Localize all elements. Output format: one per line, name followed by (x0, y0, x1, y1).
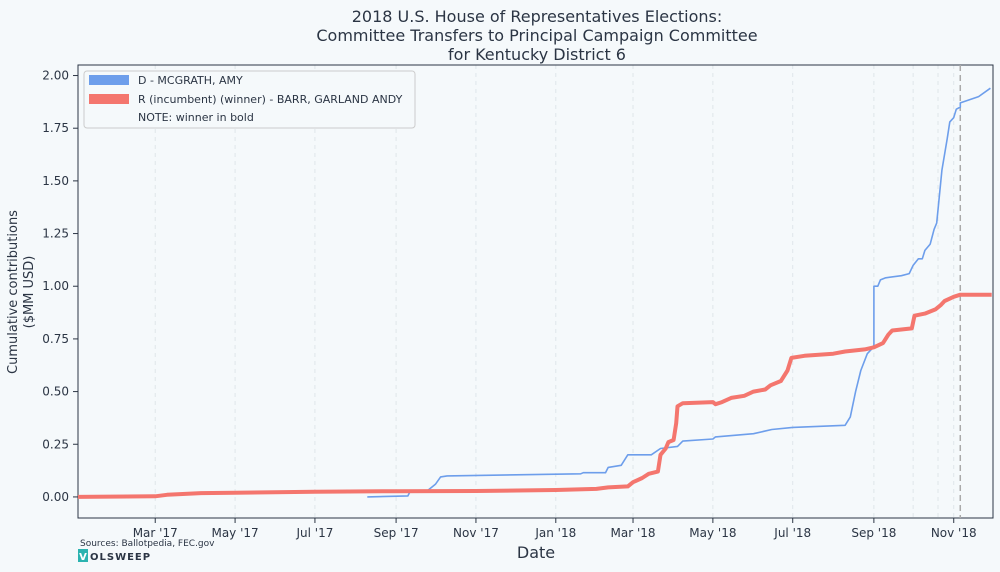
legend-swatch-d (89, 75, 129, 85)
legend-label-r: R (incumbent) (winner) - BARR, GARLAND A… (138, 93, 403, 106)
legend-label-d: D - MCGRATH, AMY (138, 74, 243, 87)
series-lines (77, 87, 992, 499)
y-tick-label: 1.00 (42, 279, 69, 293)
legend: D - MCGRATH, AMY R (incumbent) (winner) … (83, 70, 416, 129)
y-tick-label: 1.25 (42, 227, 69, 241)
y-tick-label: 2.00 (42, 69, 69, 83)
logo-mark: V (79, 552, 87, 563)
x-tick-label: Mar '17 (133, 526, 178, 540)
x-tick-label: Mar '18 (611, 526, 656, 540)
chart-title-line: 2018 U.S. House of Representatives Elect… (352, 7, 723, 26)
gridlines (154, 65, 955, 518)
chart-title-line: for Kentucky District 6 (448, 45, 626, 64)
logo-mark-box (78, 549, 88, 562)
volsweep-logo: V OLSWEEP (78, 549, 151, 563)
y-axis-label: Cumulative contributions ($MM USD) (6, 210, 37, 374)
x-tick-label: May '18 (689, 526, 736, 540)
legend-box (83, 70, 416, 129)
x-tick-label: May '17 (211, 526, 258, 540)
y-tick-label: 0.75 (42, 332, 69, 346)
y-axis-label-line: Cumulative contributions (6, 210, 21, 374)
series-line-barr (77, 292, 992, 499)
y-axis-label-line: ($MM USD) (22, 256, 37, 329)
legend-note: NOTE: winner in bold (138, 111, 254, 124)
x-tick-label: Jan '18 (534, 526, 576, 540)
y-tick-label: 1.75 (42, 121, 69, 135)
y-tick-label: 0.50 (42, 385, 69, 399)
x-axis: Mar '17 May '17 Jul '17 Sep '17 Nov '17 Jan '… (133, 518, 977, 540)
y-axis: 0.00 0.25 0.50 0.75 1.00 1.25 1.50 1.75 2.00 (42, 69, 78, 504)
y-tick-label: 0.00 (42, 490, 69, 504)
x-tick-label: Jul '17 (295, 526, 333, 540)
y-tick-label: 0.25 (42, 437, 69, 451)
sources-note: Sources: Ballotpedia, FEC.gov (80, 539, 215, 549)
series-line-mcgrath (367, 87, 991, 498)
chart-title: 2018 U.S. House of Representatives Elect… (316, 7, 757, 64)
x-tick-label: Jul '18 (773, 526, 811, 540)
x-tick-label: Sep '17 (374, 526, 419, 540)
y-tick-label: 1.50 (42, 174, 69, 188)
logo-text: OLSWEEP (90, 552, 151, 563)
x-tick-label: Nov '17 (453, 526, 499, 540)
x-tick-label: Sep '18 (851, 526, 896, 540)
plot-frame (77, 64, 994, 519)
x-axis-label: Date (517, 543, 555, 562)
chart-title-line: Committee Transfers to Principal Campaig… (316, 26, 757, 45)
legend-swatch-r (89, 94, 129, 104)
x-tick-label: Nov '18 (931, 526, 977, 540)
